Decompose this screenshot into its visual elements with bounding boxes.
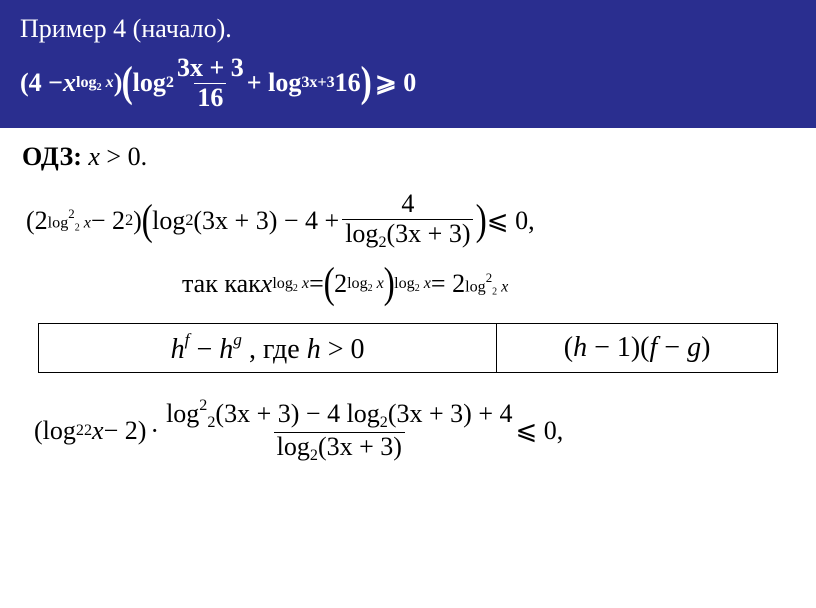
odz-label: ОДЗ: [22, 142, 82, 171]
leq-0: ⩽ 0, [487, 206, 535, 236]
t: 2 [380, 414, 388, 431]
t: x [373, 275, 384, 292]
big-frac-num: log22(3x + 3) − 4 log2(3x + 3) + 4 [166, 397, 512, 432]
t: log [76, 74, 97, 91]
t: 3x+3 [301, 74, 334, 91]
t: log [272, 275, 293, 292]
t: log [48, 215, 69, 232]
minus-2: − 2 [91, 206, 125, 236]
t: 3x + 3 [177, 53, 244, 82]
t: log [345, 219, 378, 248]
h2: h [219, 334, 233, 365]
p1-open: ( [26, 206, 35, 236]
big-frac: log22(3x + 3) − 4 log2(3x + 3) + 4 log2(… [166, 397, 512, 464]
frac-den: 16 [194, 83, 226, 113]
eq1: = [309, 269, 324, 299]
x-last: x [92, 416, 104, 446]
t: 2 [68, 207, 74, 221]
t: 2 [486, 271, 492, 285]
slide-header: Пример 4 (начало). ( 4 − x log2 x ) ( lo… [0, 0, 816, 128]
t: x [298, 275, 309, 292]
rule-right: (h − 1)(f − g) [564, 332, 711, 363]
s2: 2 [185, 212, 193, 230]
t: (3x + 3) + 4 [388, 399, 513, 428]
minus2-close: − 2) [104, 416, 147, 446]
t: log [277, 432, 310, 461]
log-sub-3x3: 3x+3 [301, 74, 334, 92]
cdot: · [150, 416, 159, 446]
num-4: 4 [401, 190, 414, 219]
where: , где [249, 334, 307, 365]
exp-log22x: log22 x [48, 207, 91, 234]
sup2: 2 [76, 422, 84, 440]
rule-right-cell: (h − 1)(f − g) [497, 324, 778, 373]
sq: 2 [125, 212, 133, 230]
t: log [166, 399, 199, 428]
p1-close: ) [133, 206, 142, 236]
t: 2 [378, 234, 386, 251]
inequality-transformed: ( 2 log22 x − 22 ) ( log2 (3x + 3) − 4 +… [22, 190, 794, 251]
h1: h [171, 334, 185, 365]
exp-log2x: log2 x [76, 74, 114, 93]
t: x [80, 215, 91, 232]
g: g [233, 330, 242, 349]
big-frac-den: log2(3x + 3) [274, 432, 405, 465]
t: (3x + 3) [387, 219, 471, 248]
t: (3x + 3) − 4 log [215, 399, 379, 428]
open-log: (log [34, 416, 76, 446]
header-formula: ( 4 − x log2 x ) ( log2 3x + 3 16 + log3… [20, 54, 796, 112]
t: log [465, 279, 486, 296]
f: f [185, 330, 190, 349]
header-title: Пример 4 (начало). [20, 14, 796, 44]
log2-label: log [133, 68, 166, 98]
arg1: (3x + 3) − 4 + [193, 206, 339, 236]
t: x [420, 275, 431, 292]
h3: h [307, 334, 321, 365]
t: x [102, 74, 114, 91]
plus-log: + log [247, 68, 302, 98]
odz-rest: > 0. [100, 142, 147, 171]
two: 2 [35, 206, 48, 236]
leq0-final: ⩽ 0, [516, 416, 564, 446]
two-inner: 2 [334, 269, 347, 299]
log2-sub: 2 [166, 74, 174, 92]
sixteen: 16 [335, 68, 361, 98]
exp2: log2 x [347, 275, 384, 294]
t: 2 [199, 397, 207, 414]
var-x: x [63, 68, 76, 98]
term-4minus: 4 − [29, 68, 63, 98]
eq2: = 2 [431, 269, 465, 299]
since-line: так как x log2 x = ( 2 log2 x ) log2 x =… [22, 269, 794, 299]
t: (3x + 3) [318, 432, 402, 461]
frac-4-over-log: 4 log2(3x + 3) [342, 190, 473, 251]
den-log: log2(3x + 3) [342, 219, 473, 252]
x: x [261, 269, 273, 299]
log2: log [152, 206, 185, 236]
final-inequality: (log22 x − 2) · log22(3x + 3) − 4 log2(3… [22, 397, 794, 464]
sub2: 2 [84, 422, 92, 440]
rule-left-cell: hf − hg , где h > 0 [39, 324, 497, 373]
frac-num: 3x + 3 [177, 54, 244, 83]
t: (3x + 3) − 4 + [193, 206, 339, 235]
frac-3x3-16: 3x + 3 16 [177, 54, 244, 112]
t: log [347, 275, 368, 292]
outer-exp: log2 x [394, 275, 431, 294]
t: x [497, 279, 508, 296]
substitution-rule-table: hf − hg , где h > 0 (h − 1)(f − g) [38, 323, 778, 373]
exp1: log2 x [272, 275, 309, 294]
minus: − [196, 334, 219, 365]
geq-zero: ⩾ 0 [375, 68, 416, 98]
odz-x: x [82, 142, 100, 171]
since-label: так как [182, 269, 261, 299]
slide-body: ОДЗ: x > 0. ( 2 log22 x − 22 ) ( log2 (3… [0, 128, 816, 474]
t: 2 [310, 447, 318, 464]
paren-open: ( [20, 68, 29, 98]
final-exp: log22 x [465, 271, 508, 298]
gt0: > 0 [328, 334, 365, 365]
t: log [394, 275, 415, 292]
odz-line: ОДЗ: x > 0. [22, 142, 794, 172]
